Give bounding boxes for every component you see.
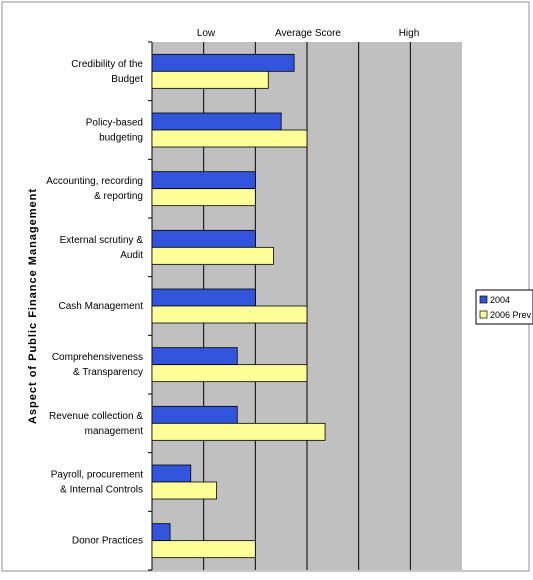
- category-label: Credibility of the: [71, 59, 143, 70]
- category-label: External scrutiny &: [60, 235, 144, 246]
- bar-2004: [151, 464, 192, 483]
- bar-2004: [151, 523, 171, 542]
- bar-2006-prev: [151, 246, 274, 265]
- category-label: Revenue collection &: [49, 411, 143, 422]
- bar-2006-prev: [151, 540, 256, 559]
- category-label: & Internal Controls: [60, 485, 143, 496]
- bar-2004: [151, 229, 256, 248]
- category-label: Cash Management: [59, 301, 144, 312]
- bar-2006-prev: [151, 70, 269, 89]
- bar-2004: [151, 288, 256, 307]
- category-label: Policy-based: [86, 118, 143, 129]
- bar-2004: [151, 405, 238, 424]
- bar-2006-prev: [151, 305, 308, 324]
- legend-label: 2004: [490, 295, 510, 305]
- bar-2004: [151, 53, 295, 72]
- category-label: Accounting, recording: [46, 176, 143, 187]
- bar-2006-prev: [151, 364, 308, 383]
- legend-label: 2006 Prev: [490, 310, 532, 320]
- category-label: Payroll, procurement: [51, 470, 143, 481]
- category-label: management: [85, 426, 144, 437]
- bar-2006-prev: [151, 129, 308, 148]
- bar-2006-prev: [151, 422, 326, 441]
- category-label: Budget: [111, 74, 143, 85]
- y-axis-title: Aspect of Public Finance Management: [27, 188, 39, 424]
- legend: 2004 2006 Prev: [475, 289, 533, 325]
- bar-2006-prev: [151, 188, 256, 207]
- bar-2004: [151, 171, 256, 190]
- x-label-high: High: [399, 28, 420, 39]
- legend-swatch: [479, 295, 488, 304]
- bar-2004: [151, 112, 282, 131]
- category-label: & Transparency: [73, 367, 143, 378]
- bar-2006-prev: [151, 481, 217, 500]
- x-label-average-score: Average Score: [275, 28, 341, 39]
- x-label-low: Low: [197, 28, 216, 39]
- category-label: Audit: [120, 250, 143, 261]
- bar-2004: [151, 347, 238, 366]
- category-label: Comprehensiveness: [52, 352, 143, 363]
- category-label: Donor Practices: [72, 536, 143, 547]
- legend-swatch: [479, 310, 488, 319]
- category-label: budgeting: [99, 133, 143, 144]
- category-label: & reporting: [94, 191, 143, 202]
